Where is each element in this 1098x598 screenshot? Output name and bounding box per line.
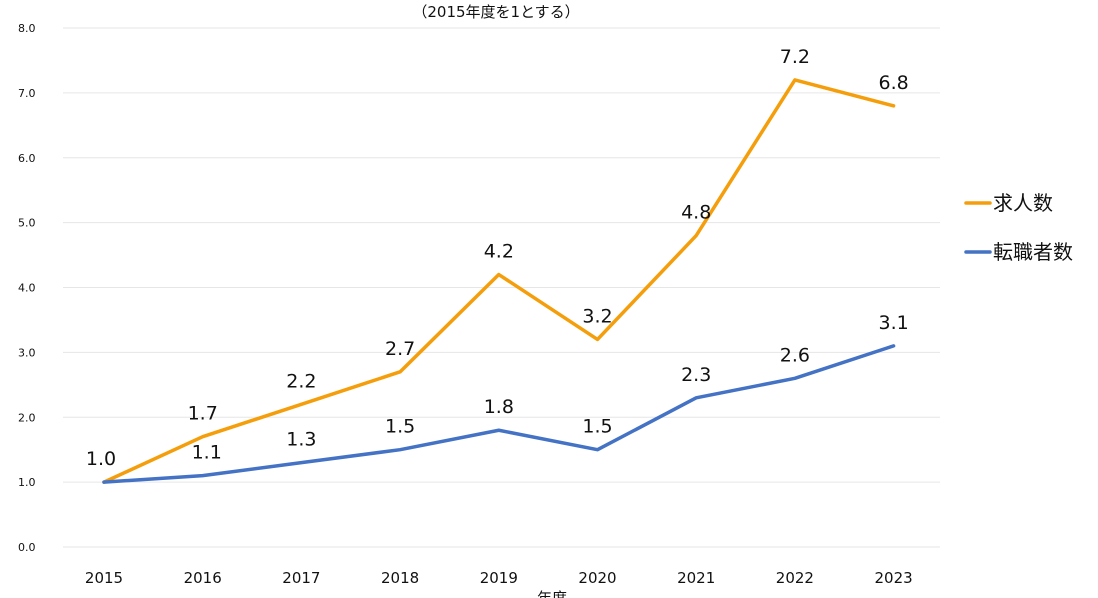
x-tick-label: 2023 — [875, 569, 913, 587]
legend-entry: 求人数 — [993, 191, 1053, 215]
data-label: 1.5 — [582, 416, 612, 438]
data-label: 1.0 — [86, 448, 116, 470]
legend-entry: 転職者数 — [993, 240, 1073, 264]
y-tick-label: 5.0 — [18, 217, 36, 230]
data-label: 3.2 — [582, 305, 612, 327]
series-layer — [102, 78, 896, 484]
x-tick-label: 2016 — [184, 569, 222, 587]
chart-subtitle: （2015年度を1とする） — [412, 3, 579, 21]
data-label: 7.2 — [780, 46, 810, 68]
x-tick-label: 2019 — [480, 569, 518, 587]
x-tick-label: 2015 — [85, 569, 123, 587]
y-tick-label: 1.0 — [18, 476, 36, 489]
data-label: 1.7 — [188, 403, 218, 425]
y-tick-label: 2.0 — [18, 411, 36, 424]
y-tick-label: 7.0 — [18, 87, 36, 100]
grid-lines — [63, 27, 940, 548]
data-label: 1.3 — [286, 429, 316, 451]
y-tick-label: 0.0 — [18, 541, 36, 554]
data-label: 1.8 — [484, 396, 514, 418]
data-label: 4.2 — [484, 241, 514, 263]
y-tick-label: 8.0 — [18, 22, 36, 35]
data-label: 6.8 — [878, 72, 908, 94]
series-line-0 — [102, 78, 896, 484]
x-tick-label: 2020 — [578, 569, 616, 587]
x-axis: 2015 2016 2017 2018 2019 2020 2021 2022 2023 — [85, 569, 913, 587]
y-tick-label: 3.0 — [18, 346, 36, 359]
x-tick-label: 2018 — [381, 569, 419, 587]
data-label: 2.3 — [681, 364, 711, 386]
y-tick-label: 6.0 — [18, 152, 36, 165]
y-tick-label: 4.0 — [18, 282, 36, 295]
data-label: 3.1 — [878, 312, 908, 334]
data-label: 1.1 — [192, 442, 222, 464]
x-tick-label: 2021 — [677, 569, 715, 587]
x-tick-label: 2022 — [776, 569, 814, 587]
data-label: 2.7 — [385, 338, 415, 360]
data-label: 4.8 — [681, 202, 711, 224]
series-line-1 — [102, 344, 896, 484]
x-tick-label: 2017 — [282, 569, 320, 587]
data-label: 1.5 — [385, 416, 415, 438]
data-labels: 1.0 1.7 2.2 2.7 4.2 3.2 4.8 7.2 6.8 1.1 1.3 1.5 1.8 1… — [86, 46, 909, 470]
data-label: 2.6 — [780, 344, 810, 366]
y-axis: 0.0 1.0 2.0 3.0 4.0 5.0 6.0 7.0 8.0 — [18, 22, 36, 554]
data-label: 2.2 — [286, 370, 316, 392]
x-axis-label: 年度 — [537, 589, 567, 598]
